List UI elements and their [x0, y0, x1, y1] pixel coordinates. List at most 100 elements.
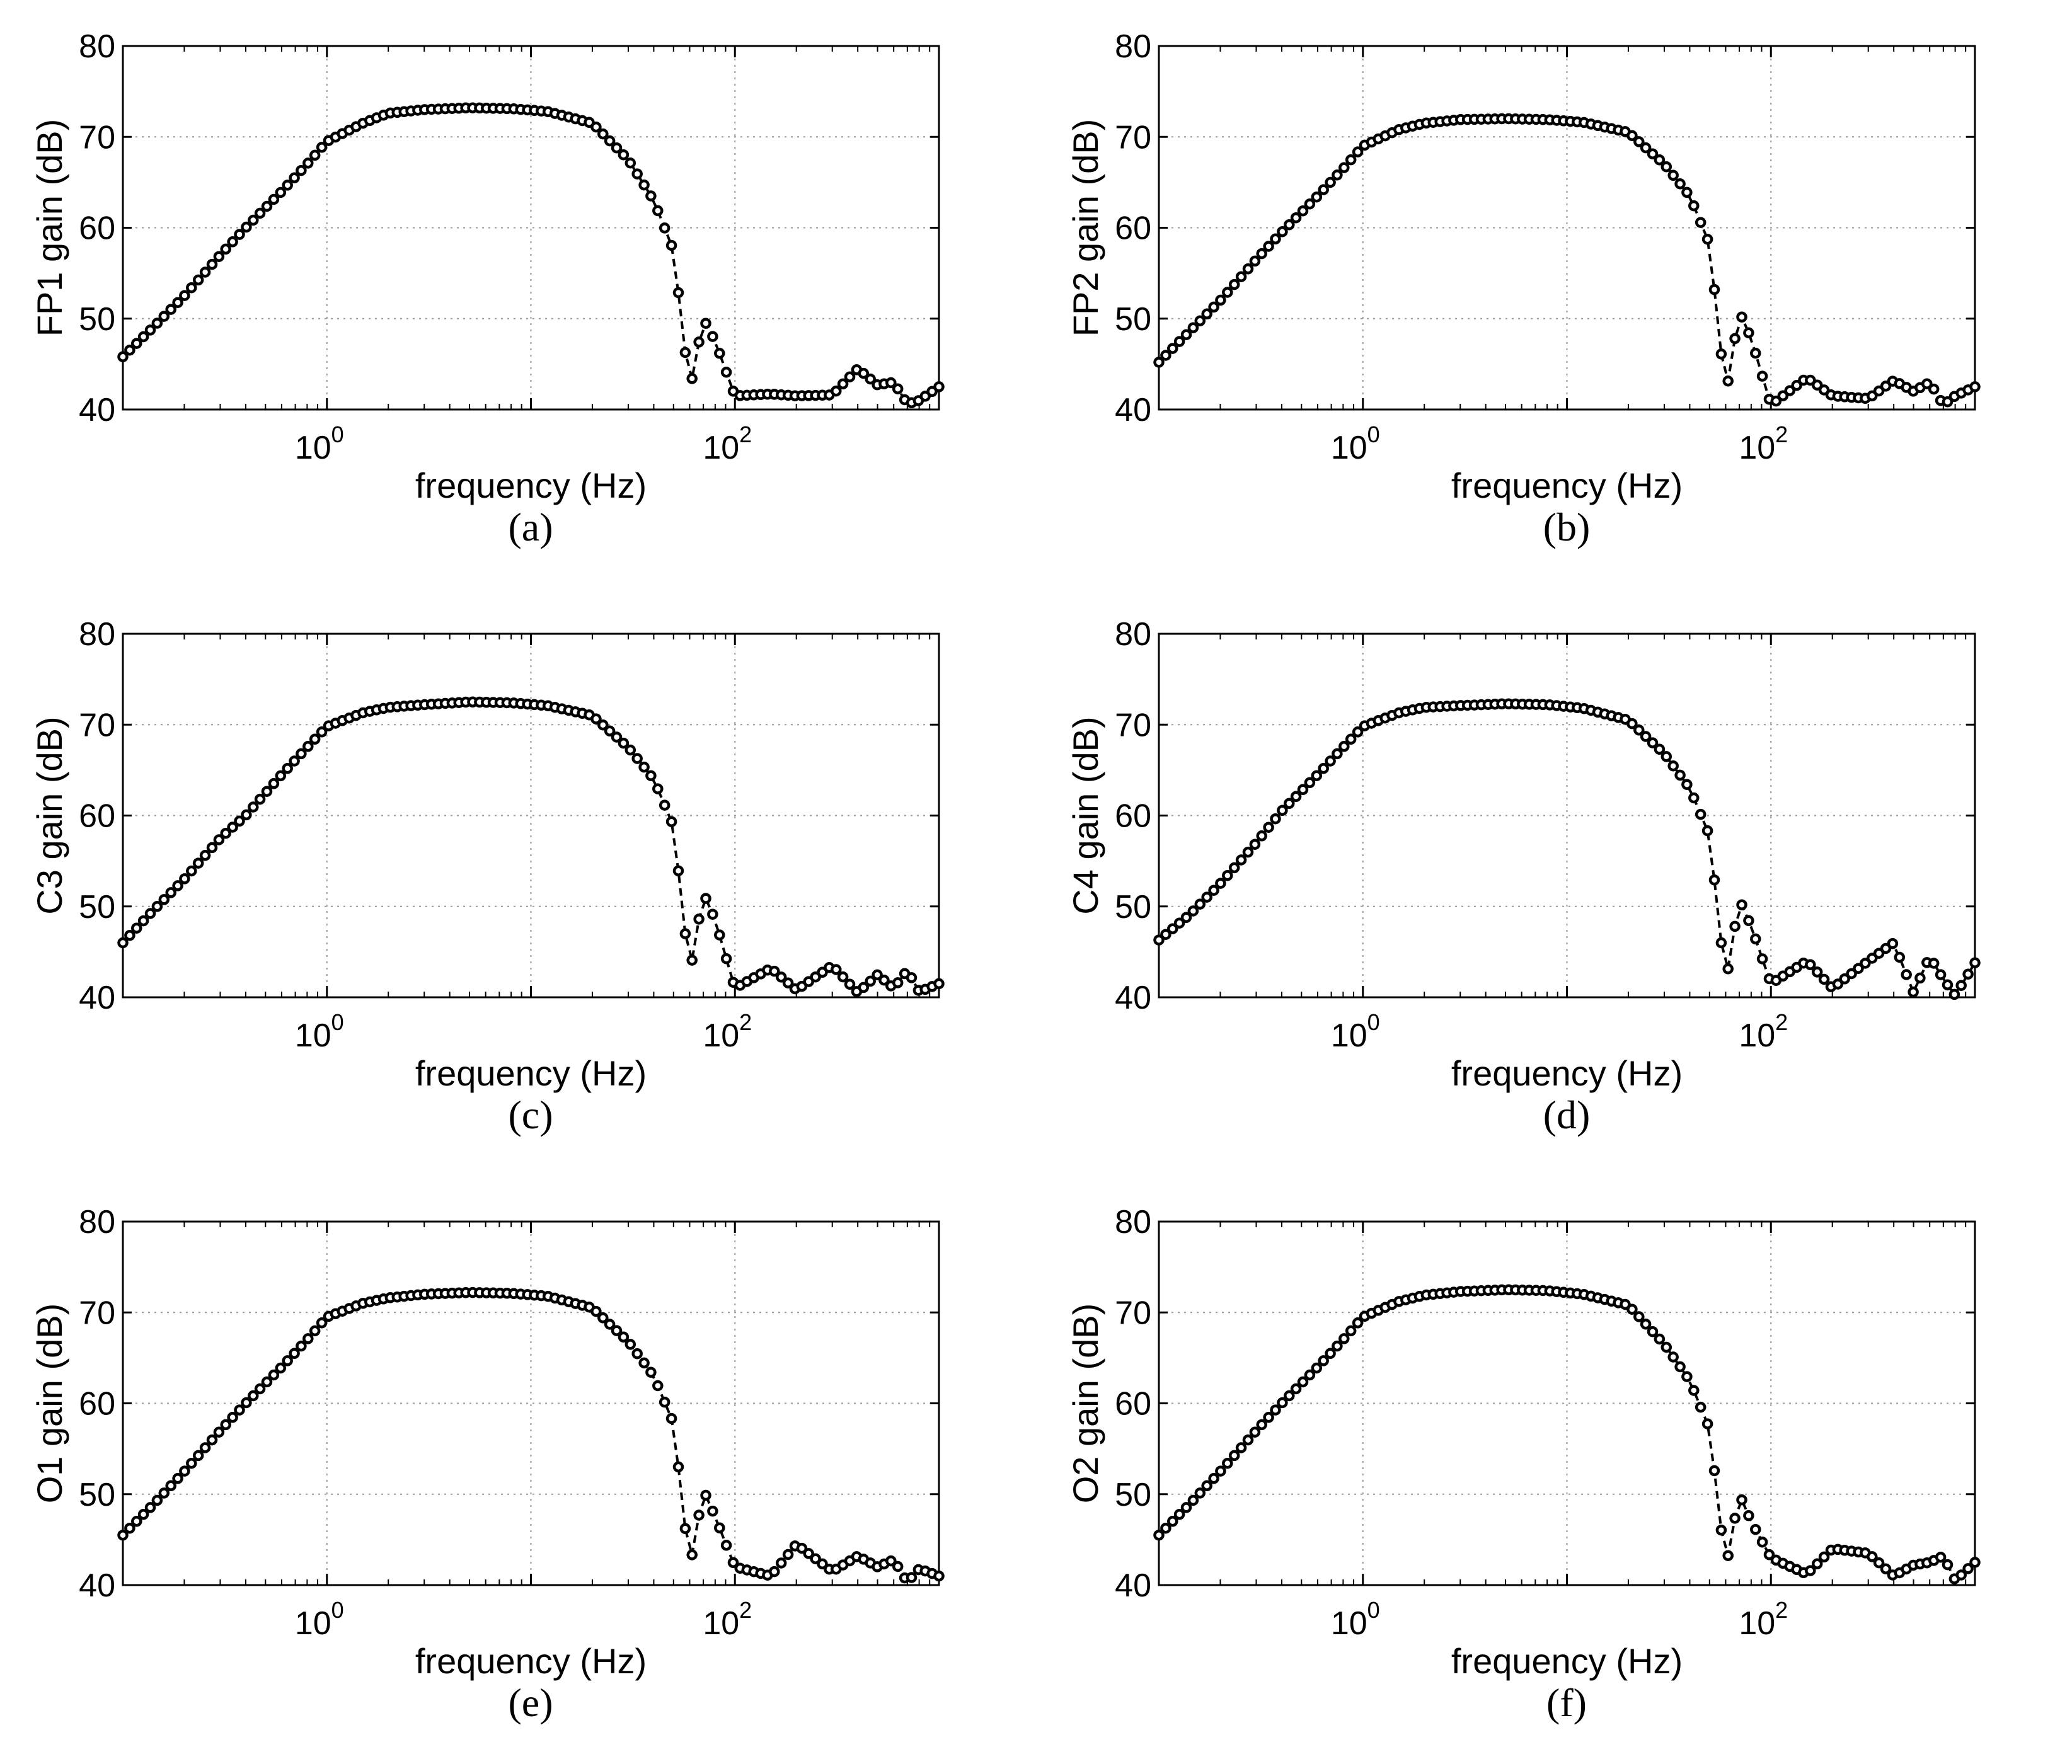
y-tick-label: 50 [79, 1477, 115, 1513]
data-point [1654, 154, 1666, 166]
panel-caption: (a) [508, 505, 553, 549]
data-point [775, 1557, 787, 1569]
data-point [844, 371, 856, 382]
data-point [1256, 830, 1267, 842]
data-point [1290, 212, 1302, 224]
data-point [645, 190, 657, 202]
data-point [878, 974, 890, 986]
x-tick-label: 100 [1331, 421, 1380, 466]
data-point [1633, 724, 1645, 736]
y-tick-label: 80 [79, 616, 115, 653]
data-point [1784, 385, 1795, 396]
data-point [1626, 1303, 1638, 1315]
x-tick-base: 10 [703, 430, 739, 466]
data-point [604, 135, 616, 147]
data-point [186, 865, 197, 877]
data-point [831, 964, 842, 975]
data-point [220, 243, 231, 255]
data-point [1304, 777, 1316, 789]
data-point [1311, 770, 1323, 781]
data-point [1256, 1419, 1267, 1431]
data-point [1880, 942, 1892, 954]
data-point [192, 857, 204, 869]
data-point [151, 318, 163, 329]
data-point [261, 1376, 273, 1388]
data-point [1242, 1434, 1254, 1446]
data-point [117, 937, 129, 949]
x-tick-exponent: 2 [739, 1009, 752, 1035]
x-tick-label: 102 [703, 1597, 752, 1642]
data-point [296, 164, 307, 176]
data-point [1818, 973, 1830, 985]
data-point [137, 915, 149, 927]
x-tick-label: 102 [1739, 1597, 1788, 1642]
data-point [261, 786, 273, 797]
data-point [714, 1522, 725, 1533]
data-point [316, 1317, 328, 1329]
data-point [1853, 963, 1864, 974]
x-tick-label: 102 [1739, 1009, 1788, 1054]
data-point [199, 1442, 211, 1453]
data-point [282, 180, 293, 191]
data-point [1743, 327, 1754, 339]
data-point [1681, 779, 1693, 790]
data-point [302, 1333, 314, 1344]
y-tick-label: 50 [79, 889, 115, 925]
data-point [631, 753, 643, 764]
data-point [1660, 161, 1672, 173]
data-point [933, 1570, 945, 1582]
x-tick-base: 10 [295, 1605, 331, 1642]
data-point [693, 914, 705, 925]
data-point [837, 378, 849, 390]
data-point [1722, 963, 1734, 975]
data-point [727, 1557, 739, 1569]
tick-marks [122, 1220, 940, 1586]
data-point [261, 200, 273, 212]
data-point [1750, 933, 1761, 945]
data-point [1647, 1326, 1659, 1337]
series-line-c3 [122, 701, 940, 994]
x-axis-label: frequency (Hz) [415, 1641, 647, 1681]
x-tick-base: 10 [1739, 1605, 1775, 1642]
data-point [1860, 958, 1871, 969]
x-tick-base: 10 [1331, 1605, 1367, 1642]
data-point [1674, 1361, 1686, 1373]
data-point [1969, 381, 1981, 392]
data-point [775, 971, 787, 983]
data-point [1701, 233, 1713, 245]
data-point [1633, 136, 1645, 147]
data-point [686, 373, 698, 384]
data-point [1701, 1418, 1713, 1429]
y-tick-label: 80 [79, 28, 115, 65]
data-point [679, 928, 691, 939]
y-tick-label: 60 [79, 210, 115, 247]
data-point [117, 1529, 129, 1541]
data-point [165, 304, 176, 315]
data-point [1167, 1516, 1178, 1527]
data-point [206, 1434, 218, 1446]
data-point [1208, 885, 1219, 896]
data-point [1332, 1340, 1343, 1352]
data-point [1654, 1333, 1666, 1345]
data-point [241, 809, 252, 821]
data-point [1777, 390, 1789, 402]
data-point [137, 331, 149, 343]
x-tick-exponent: 2 [1775, 1009, 1788, 1035]
data-point [645, 770, 657, 781]
data-point [1805, 1565, 1816, 1576]
data-point [679, 1523, 691, 1535]
data-point [892, 977, 904, 988]
data-point [117, 351, 129, 363]
data-point [782, 977, 794, 988]
data-point [1846, 968, 1857, 980]
data-point [227, 822, 238, 833]
data-point [1873, 385, 1885, 397]
data-point [720, 953, 732, 965]
data-point [714, 929, 725, 941]
x-axis-label: frequency (Hz) [1451, 466, 1683, 505]
y-axis-label: FP1 gain (dB) [30, 119, 69, 337]
data-point [241, 221, 252, 233]
data-point [213, 834, 225, 845]
x-tick-base: 10 [1739, 1017, 1775, 1054]
